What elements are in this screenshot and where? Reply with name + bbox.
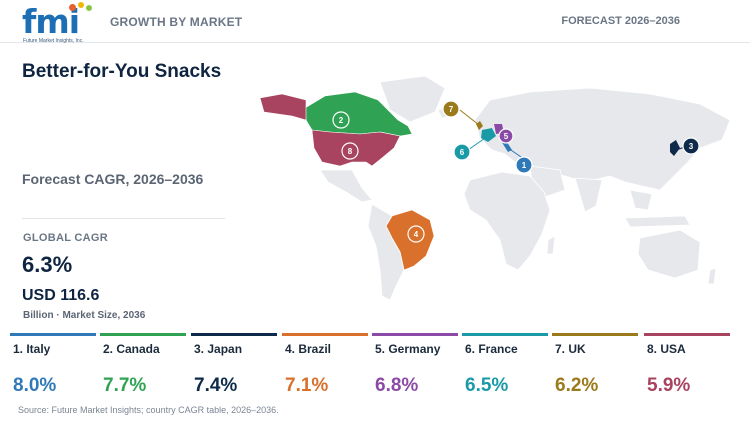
svg-text:1: 1 bbox=[522, 161, 527, 170]
card-color-bar bbox=[644, 333, 730, 336]
country-cagr: 7.4% bbox=[194, 375, 238, 396]
country-card-brazil[interactable]: 4. Brazil 7.1% bbox=[282, 333, 368, 403]
svg-text:7: 7 bbox=[449, 105, 454, 114]
marker-brazil[interactable]: 4 bbox=[407, 225, 425, 243]
new-zealand bbox=[707, 267, 717, 285]
page-title: Better-for-You Snacks bbox=[22, 61, 222, 82]
map-country-uk bbox=[476, 121, 483, 130]
header: fmi Future Market Insights, Inc. GROWTH … bbox=[0, 0, 750, 44]
country-card-japan[interactable]: 3. Japan 7.4% bbox=[191, 333, 277, 403]
logo-tagline: Future Market Insights, Inc. bbox=[23, 38, 84, 44]
svg-text:8: 8 bbox=[348, 147, 353, 156]
svg-text:2: 2 bbox=[339, 116, 344, 125]
forecast-period-label: FORECAST 2026–2036 bbox=[561, 15, 680, 27]
svg-text:5: 5 bbox=[504, 132, 509, 141]
world-map: 1 2 3 4 5 6 7 8 bbox=[259, 75, 731, 301]
svg-text:4: 4 bbox=[414, 230, 419, 239]
indonesia bbox=[624, 215, 691, 228]
mexico-central-america bbox=[319, 169, 373, 203]
logo-dot-icon bbox=[78, 2, 84, 8]
country-name: 2. Canada bbox=[103, 342, 160, 356]
country-name: 4. Brazil bbox=[285, 342, 332, 356]
card-color-bar bbox=[462, 333, 548, 336]
madagascar bbox=[546, 235, 556, 255]
card-color-bar bbox=[282, 333, 368, 336]
country-name: 7. UK bbox=[555, 342, 586, 356]
greenland bbox=[379, 75, 446, 123]
marker-germany[interactable]: 5 bbox=[498, 128, 514, 144]
market-size-value: USD 116.6 bbox=[22, 287, 100, 304]
country-card-canada[interactable]: 2. Canada 7.7% bbox=[100, 333, 186, 403]
card-color-bar bbox=[100, 333, 186, 336]
marker-canada[interactable]: 2 bbox=[332, 111, 350, 129]
marker-usa[interactable]: 8 bbox=[341, 142, 359, 160]
logo-dot-icon bbox=[86, 5, 92, 11]
country-card-germany[interactable]: 5. Germany 6.8% bbox=[372, 333, 458, 403]
marker-uk[interactable]: 7 bbox=[442, 100, 460, 118]
leader-line-france bbox=[467, 135, 489, 151]
south-america bbox=[367, 203, 405, 301]
country-card-uk[interactable]: 7. UK 6.2% bbox=[552, 333, 638, 403]
country-card-france[interactable]: 6. France 6.5% bbox=[462, 333, 548, 403]
card-color-bar bbox=[372, 333, 458, 336]
country-cagr: 5.9% bbox=[647, 375, 691, 396]
australia bbox=[637, 229, 701, 279]
country-cagr: 6.8% bbox=[375, 375, 419, 396]
market-size-label: Billion · Market Size, 2036 bbox=[23, 310, 146, 321]
map-country-usa bbox=[311, 129, 401, 167]
country-name: 1. Italy bbox=[13, 342, 51, 356]
eurasia bbox=[474, 87, 731, 191]
southeast-asia bbox=[629, 189, 653, 211]
country-cagr: 6.2% bbox=[555, 375, 599, 396]
section-label: GROWTH BY MARKET bbox=[110, 15, 243, 29]
svg-text:6: 6 bbox=[460, 148, 465, 157]
marker-japan[interactable]: 3 bbox=[682, 137, 700, 155]
map-country-alaska bbox=[259, 93, 307, 121]
global-cagr-label: GLOBAL CAGR bbox=[23, 232, 108, 244]
country-name: 5. Germany bbox=[375, 342, 441, 356]
country-name: 3. Japan bbox=[194, 342, 243, 356]
leader-line-uk bbox=[459, 109, 480, 126]
global-cagr-value: 6.3% bbox=[22, 252, 73, 277]
india bbox=[574, 177, 603, 213]
source-note: Source: Future Market Insights; country … bbox=[18, 405, 279, 415]
card-color-bar bbox=[552, 333, 638, 336]
logo-dot-icon bbox=[69, 4, 76, 11]
africa bbox=[463, 171, 551, 271]
country-cagr: 8.0% bbox=[13, 375, 57, 396]
marker-france[interactable]: 6 bbox=[453, 143, 471, 161]
country-card-usa[interactable]: 8. USA 5.9% bbox=[644, 333, 730, 403]
marker-italy[interactable]: 1 bbox=[515, 156, 533, 174]
divider bbox=[22, 218, 225, 219]
country-name: 8. USA bbox=[647, 342, 686, 356]
country-card-italy[interactable]: 1. Italy 8.0% bbox=[10, 333, 96, 403]
page-subtitle: Forecast CAGR, 2026–2036 bbox=[22, 171, 204, 187]
card-color-bar bbox=[10, 333, 96, 336]
card-color-bar bbox=[191, 333, 277, 336]
fmi-logo[interactable]: fmi Future Market Insights, Inc. bbox=[22, 2, 92, 44]
country-cagr: 7.7% bbox=[103, 375, 147, 396]
country-cards: 1. Italy 8.0% 2. Canada 7.7% 3. Japan 7.… bbox=[10, 333, 740, 403]
country-name: 6. France bbox=[465, 342, 518, 356]
country-cagr: 6.5% bbox=[465, 375, 509, 396]
svg-text:3: 3 bbox=[689, 142, 694, 151]
country-cagr: 7.1% bbox=[285, 375, 329, 396]
map-country-japan bbox=[670, 140, 680, 156]
